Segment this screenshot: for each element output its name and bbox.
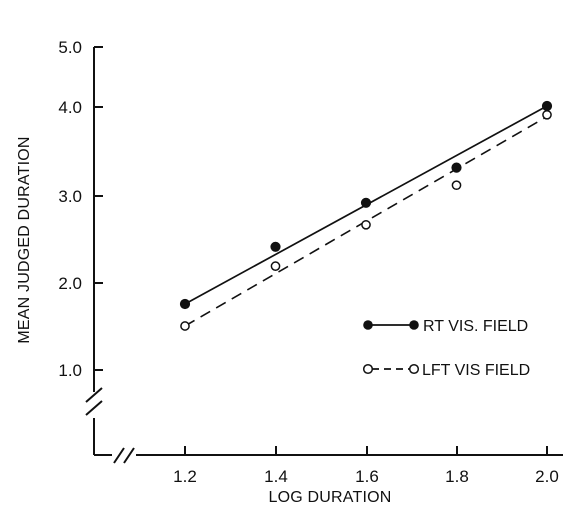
legend-item-lft-vis-field: LFT VIS FIELD xyxy=(362,362,530,379)
rt-vis-field-point-4 xyxy=(451,162,462,173)
y-axis-title: MEAN JUDGED DURATION xyxy=(16,136,33,343)
lft-vis-field-point-5 xyxy=(542,109,552,120)
data-markers xyxy=(179,100,553,331)
legend-item-rt-vis-field: RT VIS. FIELD xyxy=(363,318,528,335)
y-tick-label-4-0: 4.0 xyxy=(58,98,82,117)
lft-vis-field-point-3 xyxy=(361,219,371,230)
plot-area: 1.2 1.4 1.6 1.8 2.0 5.0 4.0 3.0 2.0 1.0 … xyxy=(16,38,563,506)
x-ticks: 1.2 1.4 1.6 1.8 2.0 xyxy=(173,446,559,486)
x-tick-label-2-0: 2.0 xyxy=(535,467,559,486)
legend-marker-lft-vis-field-left xyxy=(362,363,374,375)
rt-vis-field-point-1 xyxy=(179,298,191,310)
legend: RT VIS. FIELD LFT VIS FIELD xyxy=(362,318,530,379)
x-axis-break-mark xyxy=(113,447,135,464)
lft-vis-field-point-4 xyxy=(451,180,462,191)
x-tick-label-1-8: 1.8 xyxy=(445,467,469,486)
x-tick-label-1-2: 1.2 xyxy=(173,467,197,486)
fit-lines xyxy=(184,105,548,327)
lft-vis-field-point-1 xyxy=(180,321,190,331)
y-axis-break-mark xyxy=(85,387,103,416)
y-tick-label-3-0: 3.0 xyxy=(58,187,82,206)
y-tick-label-1-0: 1.0 xyxy=(58,361,82,380)
rt-vis-field-point-3 xyxy=(360,197,372,208)
legend-label-rt-vis-field: RT VIS. FIELD xyxy=(423,318,528,335)
x-axis-title: LOG DURATION xyxy=(268,489,391,506)
axes: 1.2 1.4 1.6 1.8 2.0 5.0 4.0 3.0 2.0 1.0 … xyxy=(16,38,563,506)
y-tick-label-2-0: 2.0 xyxy=(58,274,82,293)
legend-marker-lft-vis-field-right xyxy=(408,363,420,375)
x-tick-label-1-4: 1.4 xyxy=(264,467,288,486)
y-ticks: 5.0 4.0 3.0 2.0 1.0 xyxy=(58,38,103,380)
rt-vis-field-point-2 xyxy=(270,241,281,252)
legend-label-lft-vis-field: LFT VIS FIELD xyxy=(422,362,530,379)
y-tick-label-5-0: 5.0 xyxy=(58,38,82,57)
lft-vis-field-fit-line xyxy=(184,115,548,327)
rt-vis-field-point-5 xyxy=(541,100,553,112)
legend-marker-rt-vis-field-right xyxy=(409,320,419,330)
x-tick-label-1-6: 1.6 xyxy=(355,467,379,486)
legend-marker-rt-vis-field-left xyxy=(363,320,373,330)
lft-vis-field-point-2 xyxy=(270,261,281,272)
